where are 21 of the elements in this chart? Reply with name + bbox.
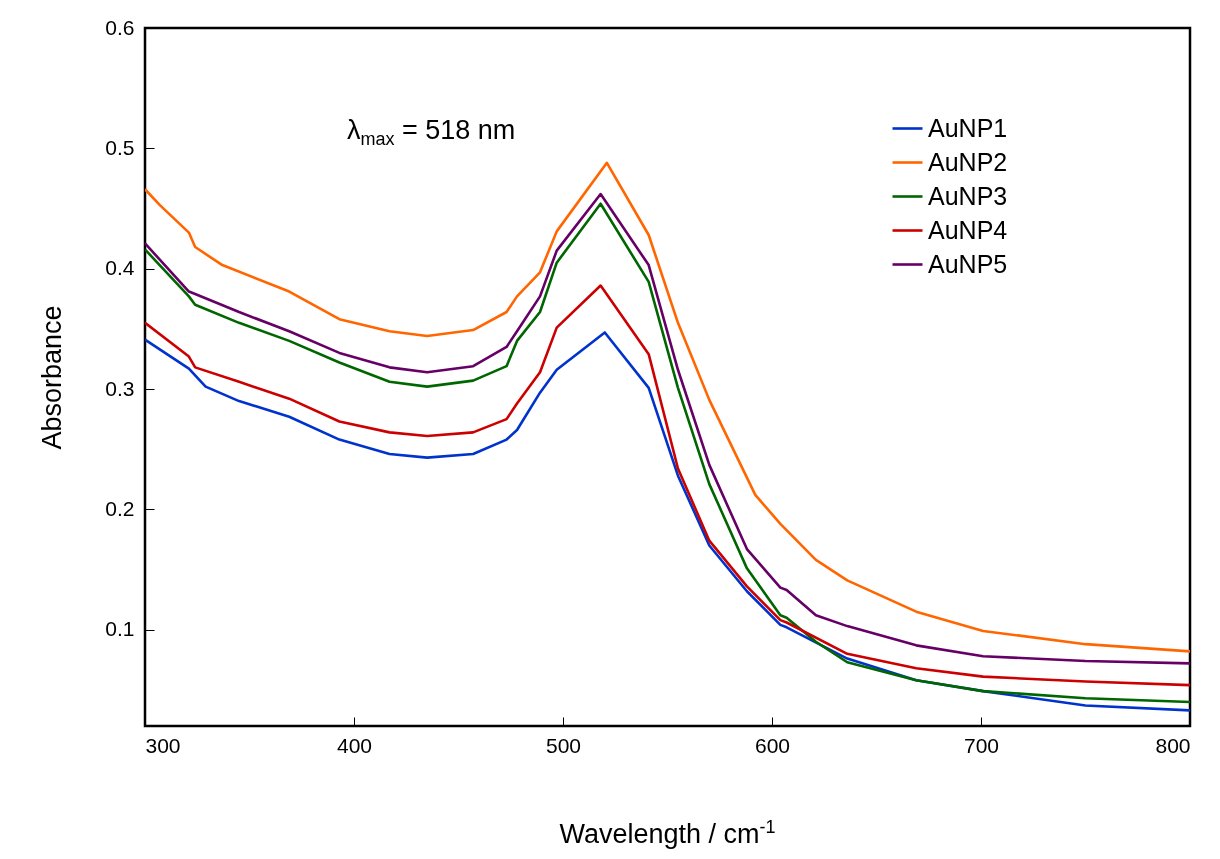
x-tick-label: 500 [545,733,582,757]
x-tick-label: 700 [963,733,1000,757]
legend-label: AuNP1 [928,113,1008,142]
x-tick-label: 300 [145,733,181,757]
y-tick-label: 0.6 [105,15,135,39]
line-series [145,284,1190,687]
y-tick-label: 0.2 [105,496,135,520]
y-axis-title: Absorbance [37,305,68,450]
legend-label: AuNP5 [928,249,1008,278]
x-tick-label: 800 [1155,733,1191,757]
x-axis-title: Wavelength / cm$^{-1}$ [559,817,776,850]
x-tick-label: 600 [754,733,791,757]
y-tick-label: 0.1 [105,617,135,641]
annotation: λ$_{max}$ = 518 nm [347,115,516,151]
legend-label: AuNP4 [928,215,1008,244]
x-tick-label: 400 [336,733,373,757]
y-tick-label: 0.5 [105,135,135,159]
legend-label: AuNP2 [928,147,1008,176]
y-tick-label: 0.4 [105,256,135,280]
y-tick-label: 0.3 [105,376,135,400]
legend-label: AuNP3 [928,181,1008,210]
